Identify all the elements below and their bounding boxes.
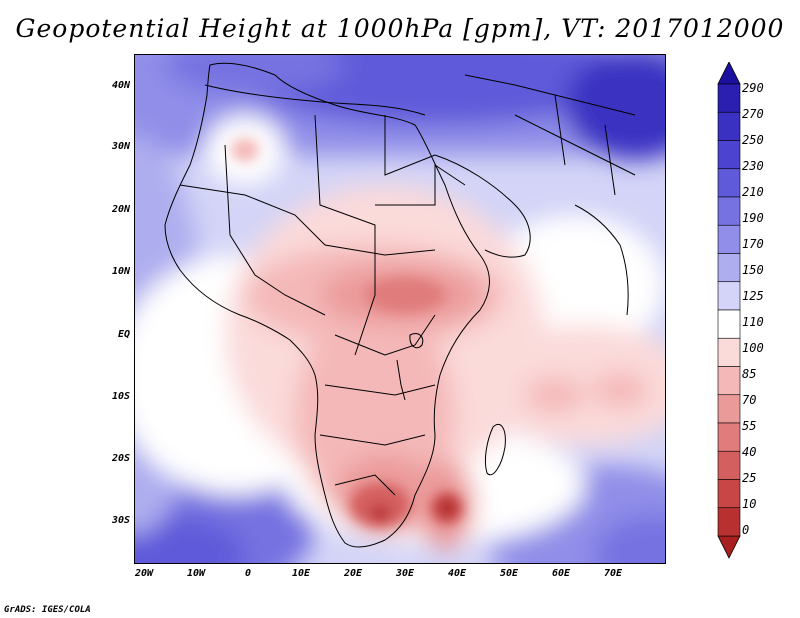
colorbar-cell (717, 337, 741, 367)
asia-borders (464, 74, 636, 196)
colorbar-cell (717, 422, 741, 452)
border-7 (319, 434, 426, 446)
field-low-mozchannel-core (440, 501, 454, 515)
lon-label-30e: 30E (395, 568, 415, 579)
map-title: Geopotential Height at 1000hPa [gpm], VT… (15, 14, 785, 43)
colorbar-label-25: 25 (742, 471, 757, 485)
field-red-ocean1 (525, 377, 585, 413)
border-4 (375, 164, 466, 206)
colorbar-cell (717, 309, 741, 339)
lat-label-10s: 10S (111, 391, 130, 402)
colorbar-cell (717, 224, 741, 254)
mediterranean (204, 84, 426, 116)
colorbar-label-270: 270 (742, 107, 764, 121)
colorbar-cell (717, 111, 741, 141)
lat-label-40n: 40N (111, 80, 130, 91)
lon-label-20e: 20E (343, 568, 363, 579)
colorbar-cells (717, 83, 741, 537)
colorbar-label-55: 55 (742, 419, 757, 433)
colorbar-cell (717, 450, 741, 480)
field-sw-core (135, 515, 245, 563)
lon-label-60e: 60E (551, 568, 571, 579)
colorbar-label-70: 70 (742, 393, 757, 407)
field-low-algeria (231, 138, 259, 162)
lon-label-50e: 50E (499, 568, 519, 579)
india-coast (574, 204, 629, 316)
field-low-kalahari-core (370, 505, 390, 521)
colorbar-label-0: 0 (742, 523, 750, 537)
field-lows (231, 138, 463, 527)
coastlines (164, 62, 636, 548)
lon-label-10e: 10E (291, 568, 311, 579)
lat-label-10n: 10N (111, 266, 130, 277)
africa-coast (164, 62, 490, 548)
colorbar-label-85: 85 (742, 367, 757, 381)
colorbar-label-250: 250 (742, 133, 764, 147)
lon-label-10w: 10W (186, 568, 206, 579)
lat-label-30n: 30N (111, 141, 130, 152)
border-8 (334, 474, 396, 496)
colorbar-label-100: 100 (742, 341, 764, 355)
map-plot-area (134, 54, 666, 564)
colorbar-label-290: 290 (742, 81, 764, 95)
grads-credit: GrADS: IGES/COLA (4, 605, 91, 615)
colorbar-cell (717, 168, 741, 198)
lat-label-30s: 30S (111, 515, 130, 526)
border-5 (334, 314, 436, 356)
colorbar-cell (717, 281, 741, 311)
colorbar-label-125: 125 (742, 289, 764, 303)
colorbar (717, 62, 741, 559)
colorbar-label-210: 210 (742, 185, 764, 199)
geopotential-field (135, 55, 665, 563)
colorbar-cell (717, 83, 741, 113)
colorbar-cell (717, 196, 741, 226)
lon-label-20w: 20W (134, 568, 154, 579)
lon-label-70e: 70E (603, 568, 623, 579)
colorbar-bottom-arrow (717, 535, 741, 559)
colorbar-label-170: 170 (742, 237, 764, 251)
border-2 (224, 144, 326, 316)
colorbar-cell (717, 479, 741, 509)
colorbar-label-40: 40 (742, 445, 757, 459)
field-low-sudan (365, 277, 445, 313)
arabia-coast (434, 154, 531, 258)
field-se-core (595, 515, 665, 563)
colorbar-label-190: 190 (742, 211, 764, 225)
border-1 (179, 184, 436, 256)
colorbar-label-10: 10 (742, 497, 757, 511)
colorbar-label-110: 110 (742, 315, 764, 329)
colorbar-cell (717, 394, 741, 424)
colorbar-top-arrow (717, 62, 741, 85)
colorbar-label-230: 230 (742, 159, 764, 173)
colorbar-cell (717, 507, 741, 537)
lon-label-0: 0 (244, 568, 252, 579)
border-3 (314, 114, 376, 356)
border-9 (384, 115, 436, 176)
border-6 (324, 384, 436, 396)
colorbar-label-150: 150 (742, 263, 764, 277)
field-asia-core (565, 55, 665, 160)
lat-label-20n: 20N (111, 204, 130, 215)
lake-victoria (409, 333, 424, 349)
colorbar-cell (717, 366, 741, 396)
colorbar-cell (717, 140, 741, 170)
lat-label-eq: EQ (117, 329, 130, 340)
lon-label-40e: 40E (447, 568, 467, 579)
field-red-ocean2 (592, 372, 648, 408)
colorbar-cell (717, 253, 741, 283)
lat-label-20s: 20S (111, 453, 130, 464)
madagascar (484, 423, 506, 476)
lake-tanganyika (396, 359, 406, 401)
